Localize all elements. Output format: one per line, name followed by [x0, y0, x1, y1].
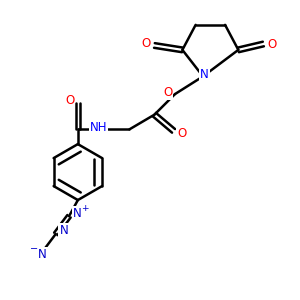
- Text: O: O: [65, 94, 74, 107]
- Text: N: N: [38, 248, 47, 261]
- Text: N: N: [200, 68, 209, 81]
- Text: O: O: [267, 38, 276, 50]
- Text: O: O: [177, 127, 186, 140]
- Text: O: O: [142, 38, 151, 50]
- Text: −: −: [30, 244, 38, 254]
- Text: N: N: [60, 224, 68, 238]
- Text: N: N: [73, 207, 82, 220]
- Text: O: O: [163, 86, 172, 99]
- Text: +: +: [81, 204, 88, 213]
- Text: NH: NH: [90, 122, 107, 134]
